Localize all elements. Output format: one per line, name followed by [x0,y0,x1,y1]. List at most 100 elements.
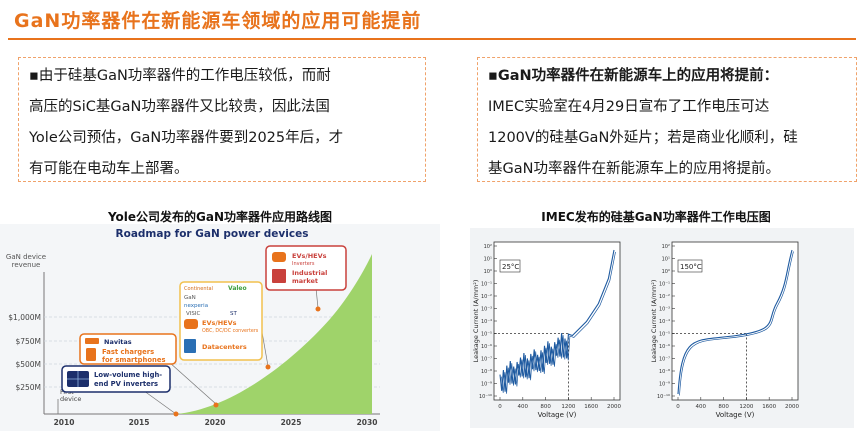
leakage-panel: Leakage Current (A/mm²) 10² 10¹ 10⁰ 10⁻¹ 10⁻²… [472,241,621,419]
right-text-box: ▪GaN功率器件在新能源车上的应用将提前： IMEC实验室在4月29日宣布了工作… [477,57,857,182]
y-tick-label: 10² [484,244,492,250]
temperature-label: 150°C [680,263,702,271]
leakage-curve [677,249,793,395]
x-tick-label: 2010 [54,418,75,427]
callout-box [179,281,263,361]
brand-logo-text: ST [230,311,237,317]
brand-logo-text: Continental [184,286,213,292]
x-tick-label: 0 [498,404,502,410]
milestone-dot [315,306,321,312]
industrial-label-line: Industrial [292,269,327,277]
y-tick-label: 10⁻¹⁰ [657,394,670,400]
y-tick-label: 10¹ [662,257,670,263]
pv-label-line: end PV inverters [94,380,158,388]
evs-obc-subtitle: OBC, DC/DC converters [202,328,259,334]
chargers-label-line: for smartphones [102,356,166,364]
roadmap-heading: Roadmap for GaN power devices [116,228,309,240]
callout-box [79,333,177,365]
x-tick-label: 800 [718,404,729,410]
factory-icon [272,269,286,283]
right-text-line: IMEC实验室在4月29日宣布了工作电压可达 [488,99,770,115]
chargers-label-line: Fast chargers [102,348,154,356]
y-tick-label: 10⁻⁸ [659,369,670,375]
x-tick-label: 1200 [739,404,753,410]
temp-label-box [677,259,703,273]
evs-obc-title: EVs/HEVs [202,319,237,327]
y-tick-label: 10⁻⁷ [481,357,492,363]
y-tick-label: 10⁻¹⁰ [479,394,492,400]
evs-inverters-subtitle: Inverters [292,261,315,267]
left-figure-caption: Yole公司发布的GaN功率器件应用路线图 [107,210,333,224]
charger-icon [86,348,96,361]
x-tick-label: 2000 [607,404,621,410]
car-icon [272,252,286,262]
brand-logo-text: VISIC [186,311,200,317]
y-tick-label: 10¹ [484,257,492,263]
y-tick-label: 10⁻⁵ [481,332,492,338]
leakage-panel: Leakage Current (A/mm²) 10² 10¹ 10⁰ 10⁻¹ 10⁻²… [650,241,799,419]
left-text-box: ▪由于硅基GaN功率器件的工作电压较低，而耐 高压的SiC基GaN功率器件又比较… [18,57,426,182]
left-text-line: 高压的SiC基GaN功率器件又比较贵，因此法国 [29,99,330,115]
y-tick-label: 10⁻⁹ [659,382,670,388]
left-text-line: ▪由于硅基GaN功率器件的工作电压较低，而耐 [29,68,331,84]
ev-obc-datacenter-callout: Continental Valeo GaN nexperia VISIC ST … [179,281,263,361]
x-tick-label: 1600 [584,404,598,410]
x-tick-label: 2020 [205,418,226,427]
y-tick-label: 10⁻⁶ [481,344,492,350]
y-tick-label: $1,000M [8,313,41,322]
revenue-growth-area [176,254,372,414]
brand-logo-text: nexperia [184,303,208,309]
x-axis-label: Voltage (V) [538,411,577,419]
y-tick-label: 10⁻⁵ [659,332,670,338]
pv-inverters-callout: Low-volume high- end PV inverters [61,365,171,393]
x-axis-label: Voltage (V) [716,411,755,419]
brand-logo-text: GaN [184,295,196,301]
y-tick-label: 10⁻⁶ [659,344,670,350]
temp-label-box [499,259,521,273]
y-tick-label: 10⁻³ [481,307,492,313]
y-tick-label: 10⁻² [659,294,670,300]
y-tick-label: 10⁻⁷ [659,357,670,363]
x-tick-label: 400 [518,404,529,410]
milestone-dot [173,411,179,417]
y-tick-label: 10² [662,244,670,250]
y-tick-label: 10⁻⁸ [481,369,492,375]
leader-line [261,331,269,367]
x-tick-label: 2025 [281,418,302,427]
power-integrations-logo [85,338,99,344]
right-box-heading: ▪GaN功率器件在新能源车上的应用将提前： [488,68,779,84]
leakage-curve [679,251,794,396]
y-tick-label: 10⁻⁴ [659,319,670,325]
y-tick-label: 10⁰ [662,269,670,275]
brand-logo-text: Valeo [228,285,247,292]
title-divider [8,38,856,40]
y-tick-label: 10⁻³ [659,307,670,313]
server-icon [184,339,196,353]
left-text-line: Yole公司预估，GaN功率器件要到2025年后，才 [29,130,344,146]
datacenters-label: Datacenters [202,343,247,351]
callout-box [61,365,171,393]
left-text-line: 有可能在电动车上部署。 [29,161,189,177]
page-title: GaN功率器件在新能源车领域的应用可能提前 [14,10,422,32]
evs-inverters-title: EVs/HEVs [292,252,327,260]
right-figure-caption: IMEC发布的硅基GaN功率器件工作电压图 [541,210,771,224]
x-tick-label: 400 [696,404,707,410]
milestone-dot [213,402,219,408]
x-tick-label: 2000 [785,404,799,410]
pv-label-line: Low-volume high- [94,371,162,379]
y-tick-label: 10⁻⁴ [481,319,492,325]
right-text-line: 1200V的硅基GaN外延片；若是商业化顺利，硅 [488,130,798,146]
temperature-label: 25°C [502,263,519,271]
y-tick-label: $250M [15,383,41,392]
car-icon [184,319,198,329]
x-tick-label: 2030 [357,418,378,427]
y-tick-label: 10⁻¹ [659,282,670,288]
y-tick-label: 10⁻¹ [481,282,492,288]
leakage-curve [501,251,616,394]
leader-line [315,287,319,309]
x-tick-label: 0 [676,404,680,410]
y-tick-label: 10⁻⁹ [481,382,492,388]
navitas-label: Navitas [104,338,132,346]
roadmap-figure: Roadmap for GaN power devices GaN device… [0,224,440,431]
industrial-label-line: market [292,277,318,285]
